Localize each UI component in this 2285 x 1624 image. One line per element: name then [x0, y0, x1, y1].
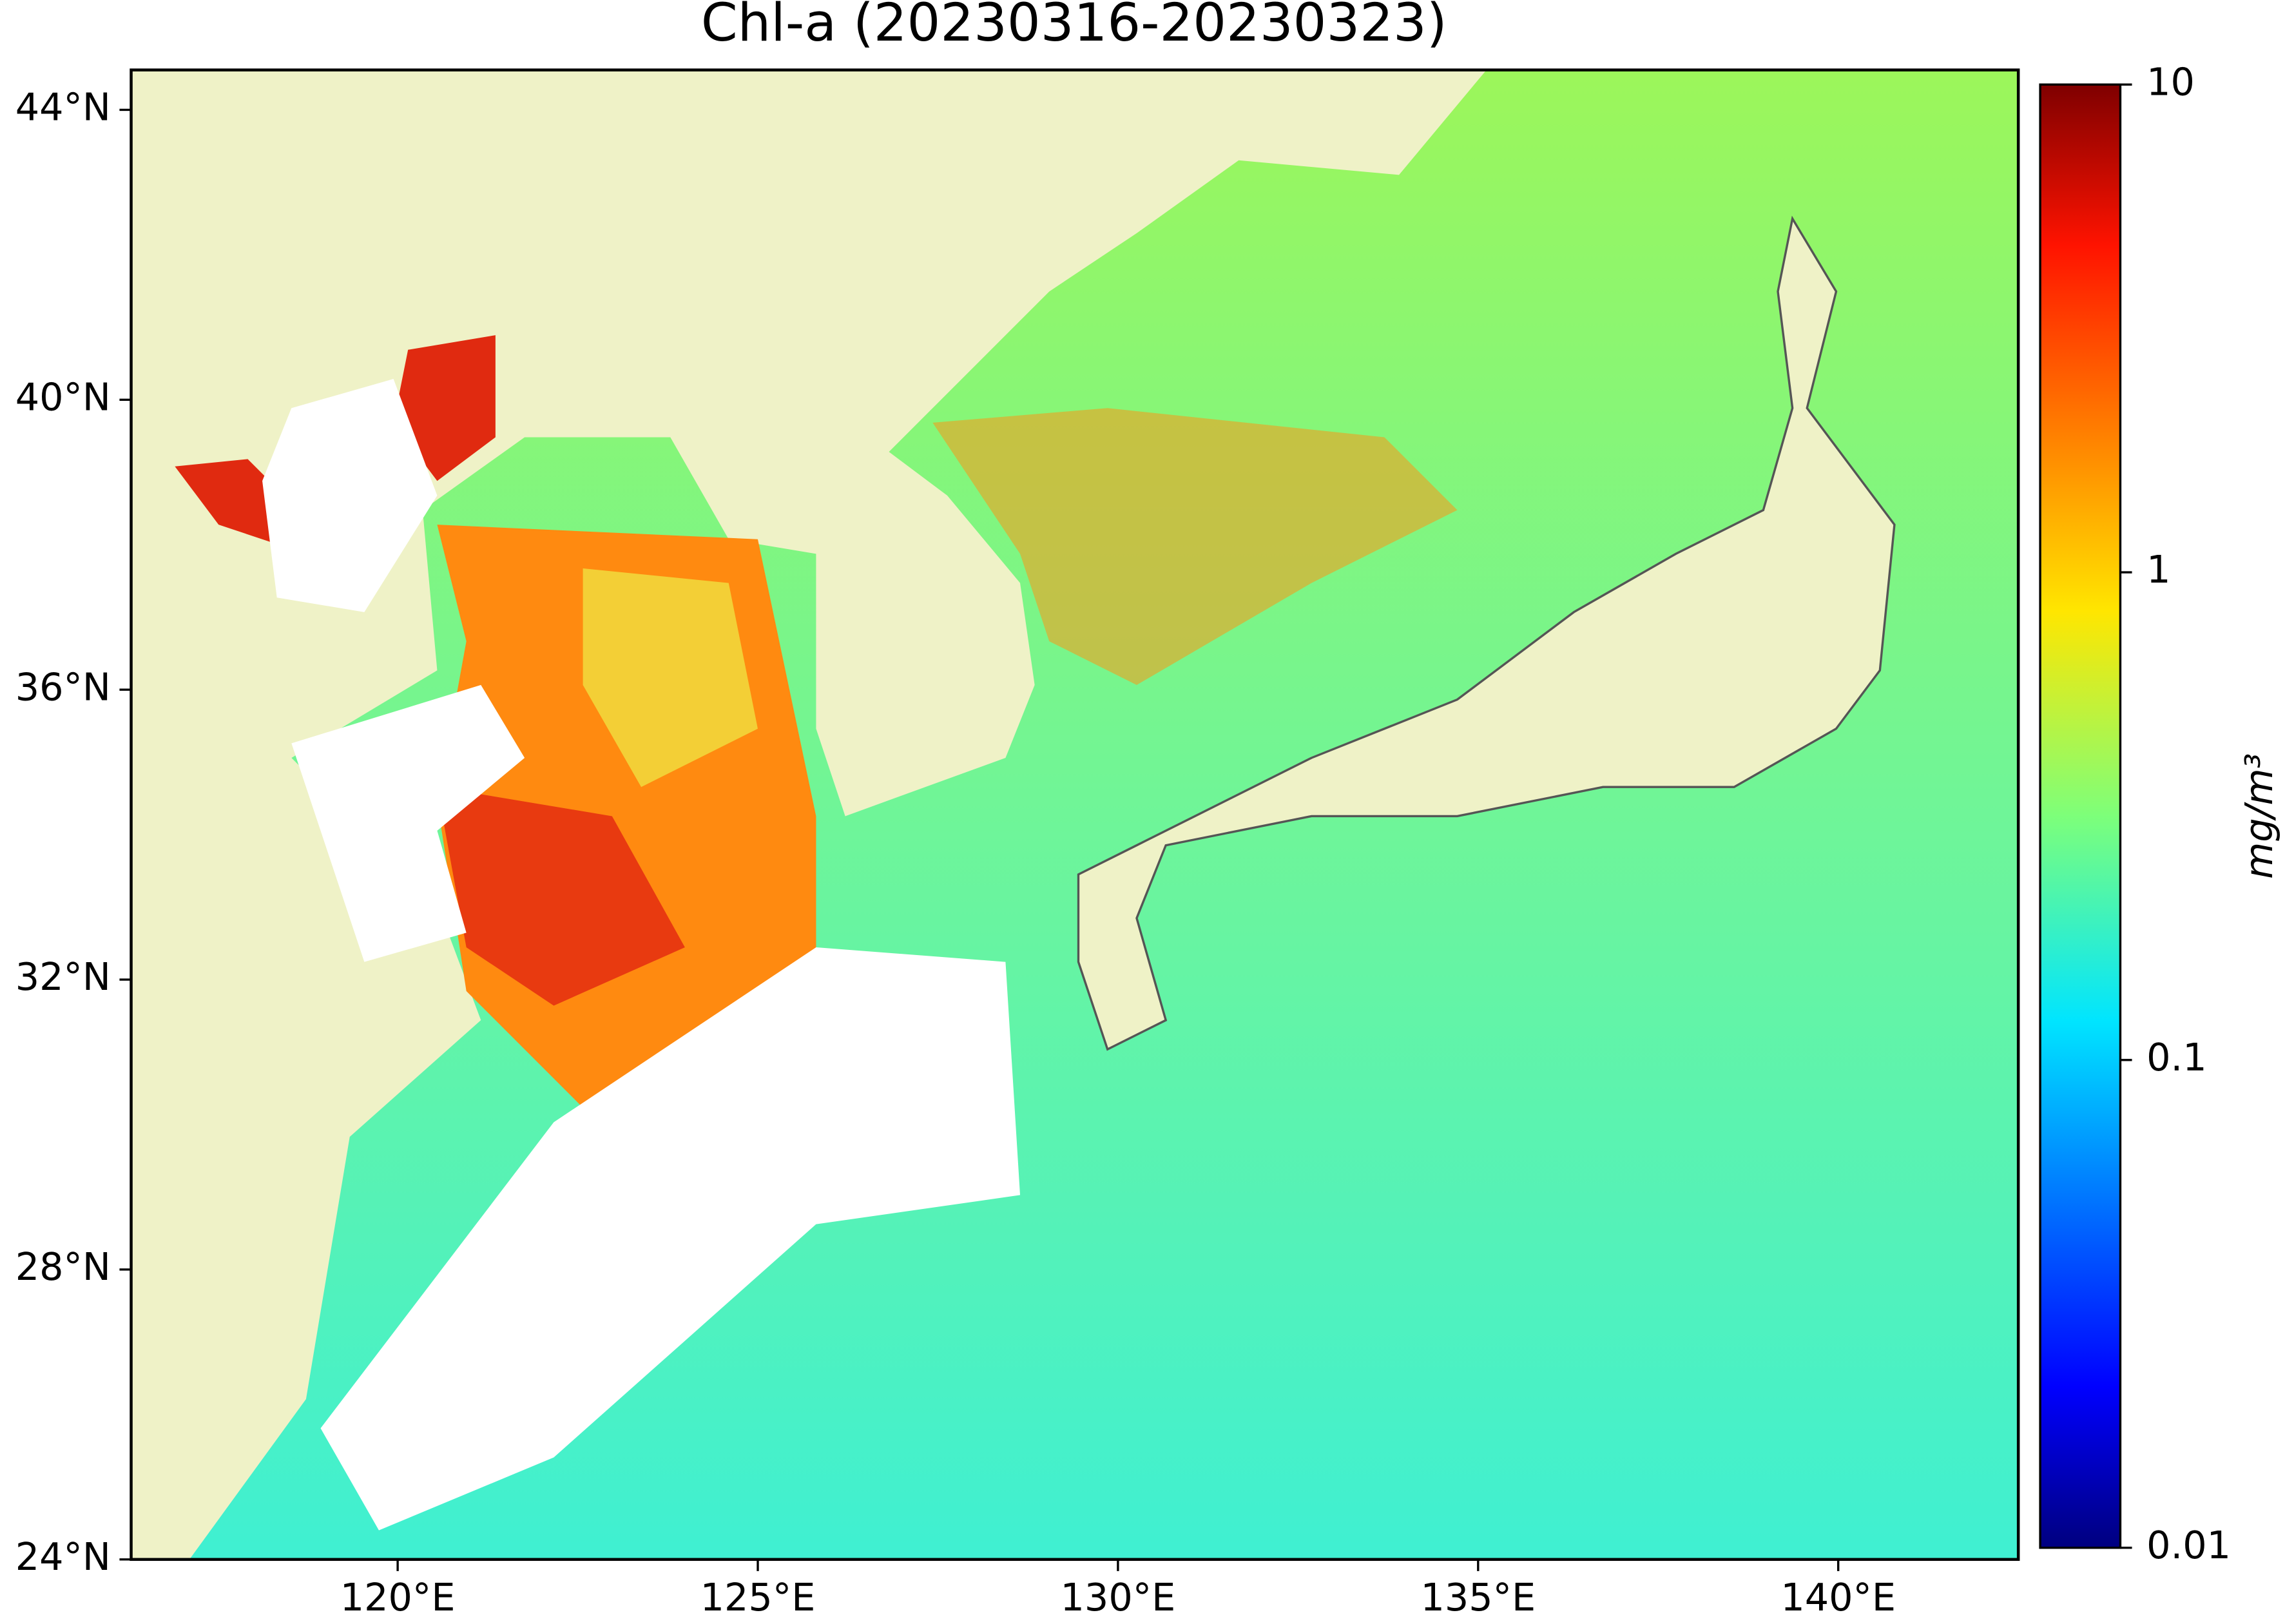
y-tick-label: 24°N: [15, 1534, 111, 1579]
x-tick-label: 140°E: [1780, 1575, 1896, 1619]
colorbar-tick-label: 0.1: [2146, 1035, 2206, 1079]
y-tick-label: 28°N: [15, 1244, 111, 1289]
y-tick-label: 40°N: [15, 374, 111, 419]
map-image: [131, 70, 2019, 1560]
colorbar-label: mg/m³: [2237, 753, 2281, 879]
cloud-mask: [291, 684, 525, 962]
y-tick-label: 32°N: [15, 954, 111, 999]
cloud-mask: [262, 379, 438, 612]
cloud-mask: [320, 947, 1021, 1531]
x-tick-label: 130°E: [1061, 1575, 1176, 1619]
x-tick-label: 125°E: [700, 1575, 816, 1619]
colorbar-tick-label: 0.01: [2146, 1523, 2231, 1567]
x-tick-label: 135°E: [1420, 1575, 1536, 1619]
high-chl-region: [583, 568, 758, 788]
high-chl-region: [932, 408, 1458, 685]
colorbar-tick-label: 10: [2146, 59, 2195, 104]
high-chl-region: [393, 335, 496, 481]
colorbar: [2039, 83, 2122, 1549]
japan-land: [1077, 215, 1896, 1051]
y-tick-label: 36°N: [15, 664, 111, 709]
colorbar-tick-label: 1: [2146, 547, 2170, 592]
y-tick-label: 44°N: [15, 85, 111, 130]
x-tick-label: 120°E: [340, 1575, 456, 1619]
map-frame: [130, 68, 2020, 1561]
map-title: Chl-a (20230316-20230323): [701, 0, 1447, 53]
high-chl-region: [437, 787, 685, 1006]
